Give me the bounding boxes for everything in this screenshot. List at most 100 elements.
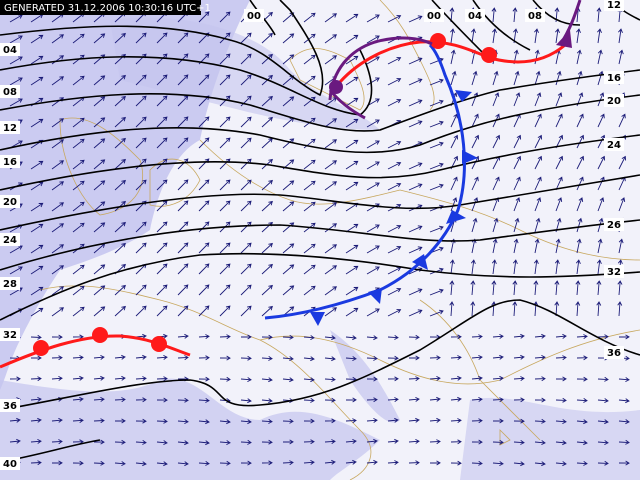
wind-arrow [135,242,147,254]
wind-arrow [576,155,585,170]
label-box [244,9,264,22]
wind-arrow [324,356,336,362]
wind-arrow [617,301,623,317]
wind-arrow [93,138,106,149]
wind-arrow [219,376,231,382]
wind-arrow [177,333,189,339]
wind-arrow [555,70,562,86]
wind-arrow [219,263,231,275]
wind-arrow [429,417,441,423]
wind-arrow [114,242,126,254]
wind-arrow [114,221,126,233]
wind-arrow [51,244,64,254]
wind-arrow [492,397,504,403]
wind-arrow [408,246,423,254]
wind-arrow [219,305,231,317]
wind-arrow [261,356,273,361]
wind-arrow [576,376,588,382]
wind-arrow [303,377,315,383]
wind-arrow [177,116,189,128]
wind-arrow [240,200,252,212]
wind-arrow [93,439,105,445]
contour-labels: 04 08 12 16 20 24 28 32 36 40 00 00 04 08 12 16 20 24 26 32… [0,0,624,470]
wind-arrow [429,396,441,402]
wind-arrow [156,116,168,128]
wind-arrow [345,307,359,317]
isobars [0,0,640,463]
wind-arrow [93,306,106,317]
wind-arrow [429,309,444,317]
wind-arrow [261,179,273,191]
wind-arrow [513,217,520,233]
wind-arrow [534,418,546,424]
contour-label: 04 [3,45,17,56]
wind-arrow [576,398,588,403]
wind-arrow [30,265,44,275]
wind-arrow [534,70,541,86]
wind-arrow [450,460,462,466]
wind-arrow [114,32,126,44]
wind-arrow [30,438,42,444]
wind-arrow [177,440,189,446]
wind-arrow [597,217,604,233]
wind-arrow [51,55,64,65]
wind-arrow [555,155,564,170]
wind-arrow [72,33,85,44]
wind-arrow [492,134,501,149]
label-box [604,71,624,84]
wind-arrow [618,113,626,128]
wind-arrow [93,375,105,381]
wind-arrow [534,197,542,212]
wind-arrow [156,53,168,65]
wind-arrow [72,117,85,128]
wind-arrow [93,201,106,212]
wind-arrow [324,459,336,465]
wind-arrow [9,417,21,423]
wind-arrow [114,137,126,149]
wind-arrow [345,418,357,424]
wind-arrow [240,398,252,404]
wind-arrow [387,182,402,191]
wind-arrow [597,440,609,446]
wind-arrow [240,305,252,317]
wind-arrow [449,259,455,275]
wind-arrow [450,355,462,360]
contour-label: 32 [3,330,17,341]
wind-arrow [198,440,210,446]
wind-arrow [618,460,630,466]
contour-label: 08 [3,87,17,98]
wind-arrow [198,398,210,403]
wind-arrow [177,461,189,467]
wind-arrow [617,280,623,296]
wind-arrow [198,419,210,425]
wind-arrow [408,78,423,86]
wind-arrow [114,375,126,381]
wind-arrow [219,355,231,361]
label-box [604,218,624,231]
wind-arrow [135,376,147,381]
wind-arrow [596,259,602,275]
wind-arrow [51,160,64,170]
wind-arrow [261,32,273,44]
wind-arrow [282,138,295,149]
wind-arrow [240,95,252,107]
wind-arrow [51,417,63,423]
contour-label: 00 [427,11,441,22]
wind-arrow [534,176,542,191]
wind-arrow [450,70,457,86]
wind-arrow [345,34,359,44]
wind-arrow [282,243,295,254]
wind-arrow [471,375,483,381]
wind-arrow [282,54,295,65]
wind-arrow [219,137,231,149]
wind-arrow [9,56,23,65]
wind-arrow [30,160,44,170]
wind-arrow [366,417,378,423]
wind-arrow [93,75,106,86]
wind-arrow [135,179,147,191]
wind-arrow [51,139,64,149]
wind-arrow [576,461,588,466]
wind-arrow [177,179,189,191]
wind-arrow [387,98,402,107]
wind-arrow [471,217,478,233]
